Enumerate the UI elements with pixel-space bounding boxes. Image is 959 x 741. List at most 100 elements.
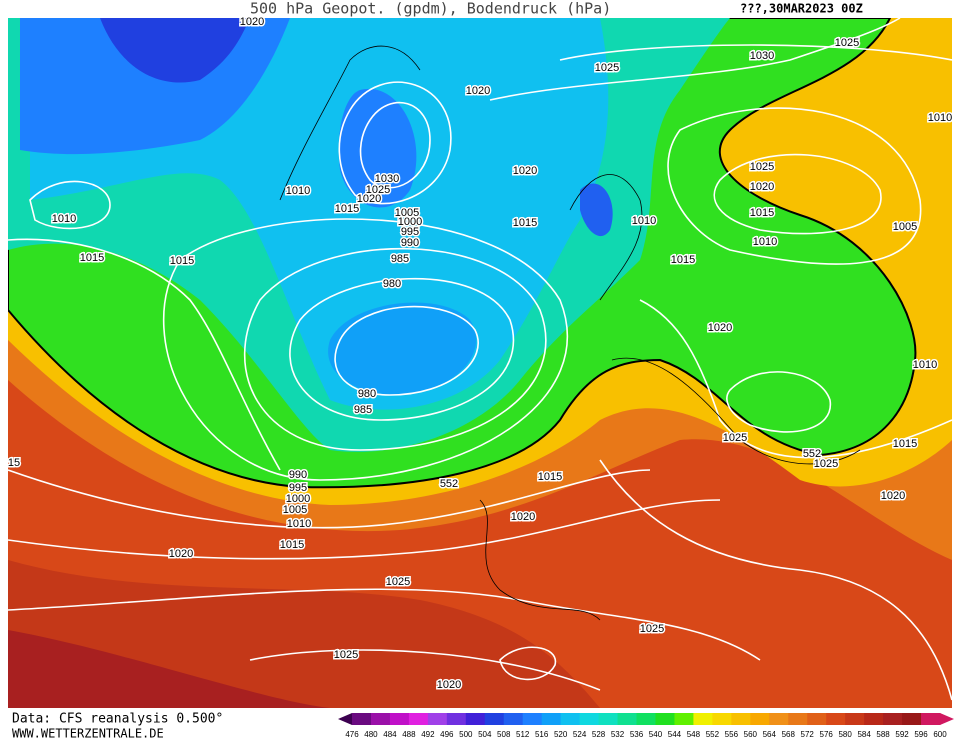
isobar-label: 552	[440, 478, 458, 490]
isobar-label: 1010	[928, 112, 952, 124]
colorbar-label: 596	[914, 730, 928, 739]
isobar	[726, 371, 831, 433]
colorbar-label: 528	[592, 730, 606, 739]
colorbar-label: 524	[573, 730, 587, 739]
colorbar-label: 564	[763, 730, 777, 739]
coastline	[479, 499, 601, 621]
isobar-label: 1005	[283, 504, 307, 516]
isobar-label: 1025	[640, 623, 664, 635]
colorbar-cell	[864, 713, 884, 725]
colorbar-cell	[921, 713, 941, 725]
colorbar-cell	[750, 713, 770, 725]
colorbar-label: 536	[630, 730, 644, 739]
isobar-label: 990	[401, 237, 419, 249]
isobar-label: 1015	[893, 438, 917, 450]
colorbar-label: 512	[516, 730, 530, 739]
isobar-label: 1015	[335, 203, 359, 215]
isobar	[713, 153, 882, 235]
colorbar-cell	[427, 713, 448, 725]
field-blue-low	[338, 88, 417, 208]
colorbar-cell	[522, 713, 543, 725]
isobar-label: 1010	[913, 359, 937, 371]
colorbar-cell	[674, 713, 694, 725]
map-date: ???,30MAR2023 00Z	[740, 2, 863, 16]
isobar-label: 980	[358, 388, 376, 400]
isobar	[249, 649, 601, 691]
colorbar-cell	[712, 713, 732, 725]
isobar-label: 1025	[595, 62, 619, 74]
isobar	[163, 218, 568, 481]
colorbar-label: 480	[364, 730, 378, 739]
isobar-label: 1010	[632, 215, 656, 227]
colorbar-cell	[352, 713, 372, 725]
isobar	[8, 469, 651, 529]
isobar-label: 1015	[513, 217, 537, 229]
field-lowcenter	[328, 302, 477, 395]
colorbar-label: 476	[345, 730, 359, 739]
isobar-label: 1015	[671, 254, 695, 266]
isobar-label: 1025	[366, 184, 390, 196]
isobar-label: 1015	[750, 207, 774, 219]
isobar-labels: 1020102510301025102010101030102510201015…	[6, 14, 953, 692]
colorbar-label: 492	[421, 730, 435, 739]
isobar	[599, 459, 952, 701]
isobar-label: 1005	[893, 221, 917, 233]
colorbar-label: 544	[668, 730, 682, 739]
isobar-label: 1025	[334, 649, 358, 661]
isobar	[499, 646, 557, 681]
colorbar-label: 484	[383, 730, 397, 739]
isobar-label: 552	[803, 448, 821, 460]
colorbar-cell	[560, 713, 581, 725]
field-maroon	[8, 630, 330, 708]
colorbar-cell	[579, 713, 600, 725]
colorbar-cell	[484, 713, 505, 725]
isobar	[338, 81, 452, 205]
colorbar-label: 556	[725, 730, 739, 739]
colorbar-label: 580	[838, 730, 852, 739]
colorbar-label: 504	[478, 730, 492, 739]
colorbar-cell	[883, 713, 903, 725]
colorbar-label: 584	[857, 730, 871, 739]
isobar-label: 1020	[169, 548, 193, 560]
colorbar-label: 488	[402, 730, 416, 739]
colorbar-cell	[408, 713, 429, 725]
isobar-label: 1025	[835, 37, 859, 49]
site-url: WWW.WETTERZENTRALE.DE	[12, 727, 164, 741]
isobar-label: 1020	[513, 165, 537, 177]
isobar-label: 1020	[750, 181, 774, 193]
colorbar-cell	[769, 713, 789, 725]
colorbar-cell	[370, 713, 391, 725]
isobar-label: 1025	[723, 432, 747, 444]
colorbar-arrow-low	[338, 713, 352, 725]
colorbar-label: 520	[554, 730, 568, 739]
isobar	[29, 180, 111, 230]
isobar-label: 1020	[708, 322, 732, 334]
isobar-label: 1020	[466, 85, 490, 97]
isobar	[334, 305, 479, 396]
isobar	[8, 499, 721, 560]
colorbar-label: 500	[459, 730, 473, 739]
isobar-label: 995	[401, 226, 419, 238]
colorbar-cell	[788, 713, 808, 725]
isobar-label: 1020	[240, 16, 264, 28]
field-blue-scand	[580, 183, 613, 237]
colorbar-label: 576	[820, 730, 834, 739]
isobar-label: 980	[383, 278, 401, 290]
isobar	[8, 588, 761, 661]
isobar-label: 1010	[52, 213, 76, 225]
isobar-label: 1025	[386, 576, 410, 588]
isobar-label: 1015	[280, 539, 304, 551]
isobar-label: 1010	[287, 518, 311, 530]
isobar-label: 990	[289, 469, 307, 481]
isobar-label: 1030	[375, 173, 399, 185]
isobar	[667, 107, 922, 265]
colorbar-cell	[636, 713, 656, 725]
colorbar-cell	[902, 713, 922, 725]
coastline	[279, 45, 421, 201]
isobar	[359, 101, 431, 189]
field-darkblue	[100, 18, 250, 83]
colorbar-label: 560	[744, 730, 758, 739]
isobar-label: 1005	[395, 207, 419, 219]
isobar-label: 1025	[814, 458, 838, 470]
